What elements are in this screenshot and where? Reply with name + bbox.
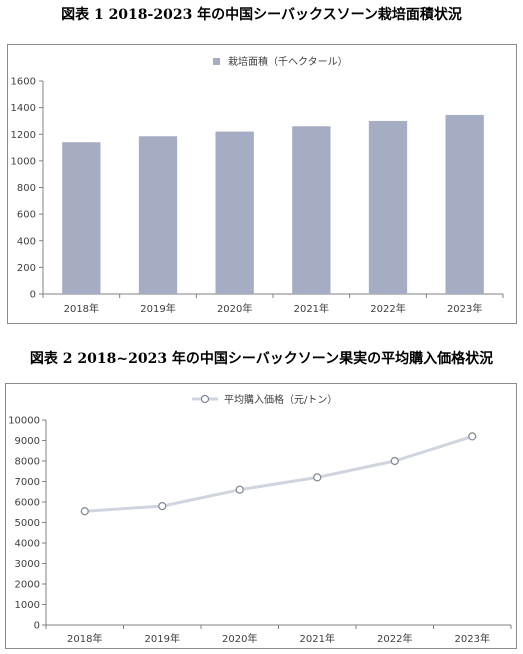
y-tick-label: 600 — [17, 210, 36, 221]
y-tick-label: 3000 — [15, 559, 40, 570]
price-line — [84, 434, 473, 513]
bar — [138, 136, 178, 294]
bar — [62, 142, 101, 294]
bar-chart: 0 200 400 600 800 1000 1200 1400 1600 2018年 2019年 2… — [11, 55, 504, 315]
line-chart-frame: 0 1000 2000 3000 4000 5000 6000 7000 8000 9000 100… — [5, 383, 517, 649]
bar — [368, 120, 408, 294]
y-tick-label: 1000 — [15, 600, 40, 611]
data-point — [158, 501, 167, 511]
y-tick-label: 5000 — [15, 518, 40, 529]
x-category-label: 2021年 — [294, 302, 329, 315]
data-point — [80, 507, 89, 516]
line-chart: 0 1000 2000 3000 4000 5000 6000 7000 8000 9000 100… — [8, 393, 512, 645]
x-category-label: 2023年 — [455, 632, 490, 645]
bar — [215, 131, 254, 294]
legend-swatch — [213, 58, 220, 65]
bar-chart-frame: 0 200 400 600 800 1000 1200 1400 1600 2018年 2019年 2… — [7, 44, 517, 324]
y-tick-label: 2000 — [15, 580, 40, 591]
y-tick-label: 1000 — [11, 156, 36, 167]
y-tick-label: 8000 — [15, 457, 40, 468]
y-tick-label: 10000 — [8, 416, 40, 427]
y-tick-label: 1600 — [11, 77, 36, 88]
x-category-label: 2019年 — [140, 302, 175, 315]
y-tick-label: 0 — [30, 290, 36, 301]
figure2-title: 図表 2 2018~2023 年の中国シーバックソーン果実の平均購入価格状況 — [29, 351, 494, 367]
y-tick-label: 0 — [34, 621, 40, 632]
y-tick-label: 1200 — [11, 130, 36, 141]
x-category-label: 2022年 — [377, 632, 412, 645]
legend-label: 平均購入価格（元/トン） — [224, 393, 337, 406]
y-tick-label: 1400 — [11, 103, 36, 114]
y-tick-label: 7000 — [15, 477, 40, 488]
x-category-label: 2020年 — [217, 302, 252, 315]
data-point — [468, 432, 477, 441]
x-category-label: 2021年 — [300, 632, 335, 645]
figure1-title: 図表 1 2018-2023 年の中国シーバックスソーン栽培面積状況 — [61, 7, 462, 23]
y-tick-label: 4000 — [15, 539, 40, 550]
x-category-label: 2019年 — [145, 632, 180, 645]
y-tick-label: 9000 — [15, 436, 40, 447]
x-category-label: 2018年 — [64, 302, 99, 315]
x-category-label: 2020年 — [222, 632, 257, 645]
x-category-label: 2018年 — [67, 632, 102, 645]
x-category-label: 2022年 — [370, 302, 405, 315]
data-point — [235, 485, 244, 494]
bar — [292, 126, 331, 294]
y-tick-label: 800 — [17, 183, 36, 194]
legend-label: 栽培面積（千ヘクタール） — [228, 55, 348, 68]
y-tick-label: 6000 — [15, 498, 40, 509]
data-point — [313, 473, 322, 482]
x-category-label: 2023年 — [447, 302, 482, 315]
y-tick-label: 400 — [17, 236, 36, 247]
data-point — [390, 456, 399, 466]
legend-marker — [200, 394, 210, 404]
y-tick-label: 200 — [17, 263, 36, 274]
bar — [445, 114, 484, 295]
